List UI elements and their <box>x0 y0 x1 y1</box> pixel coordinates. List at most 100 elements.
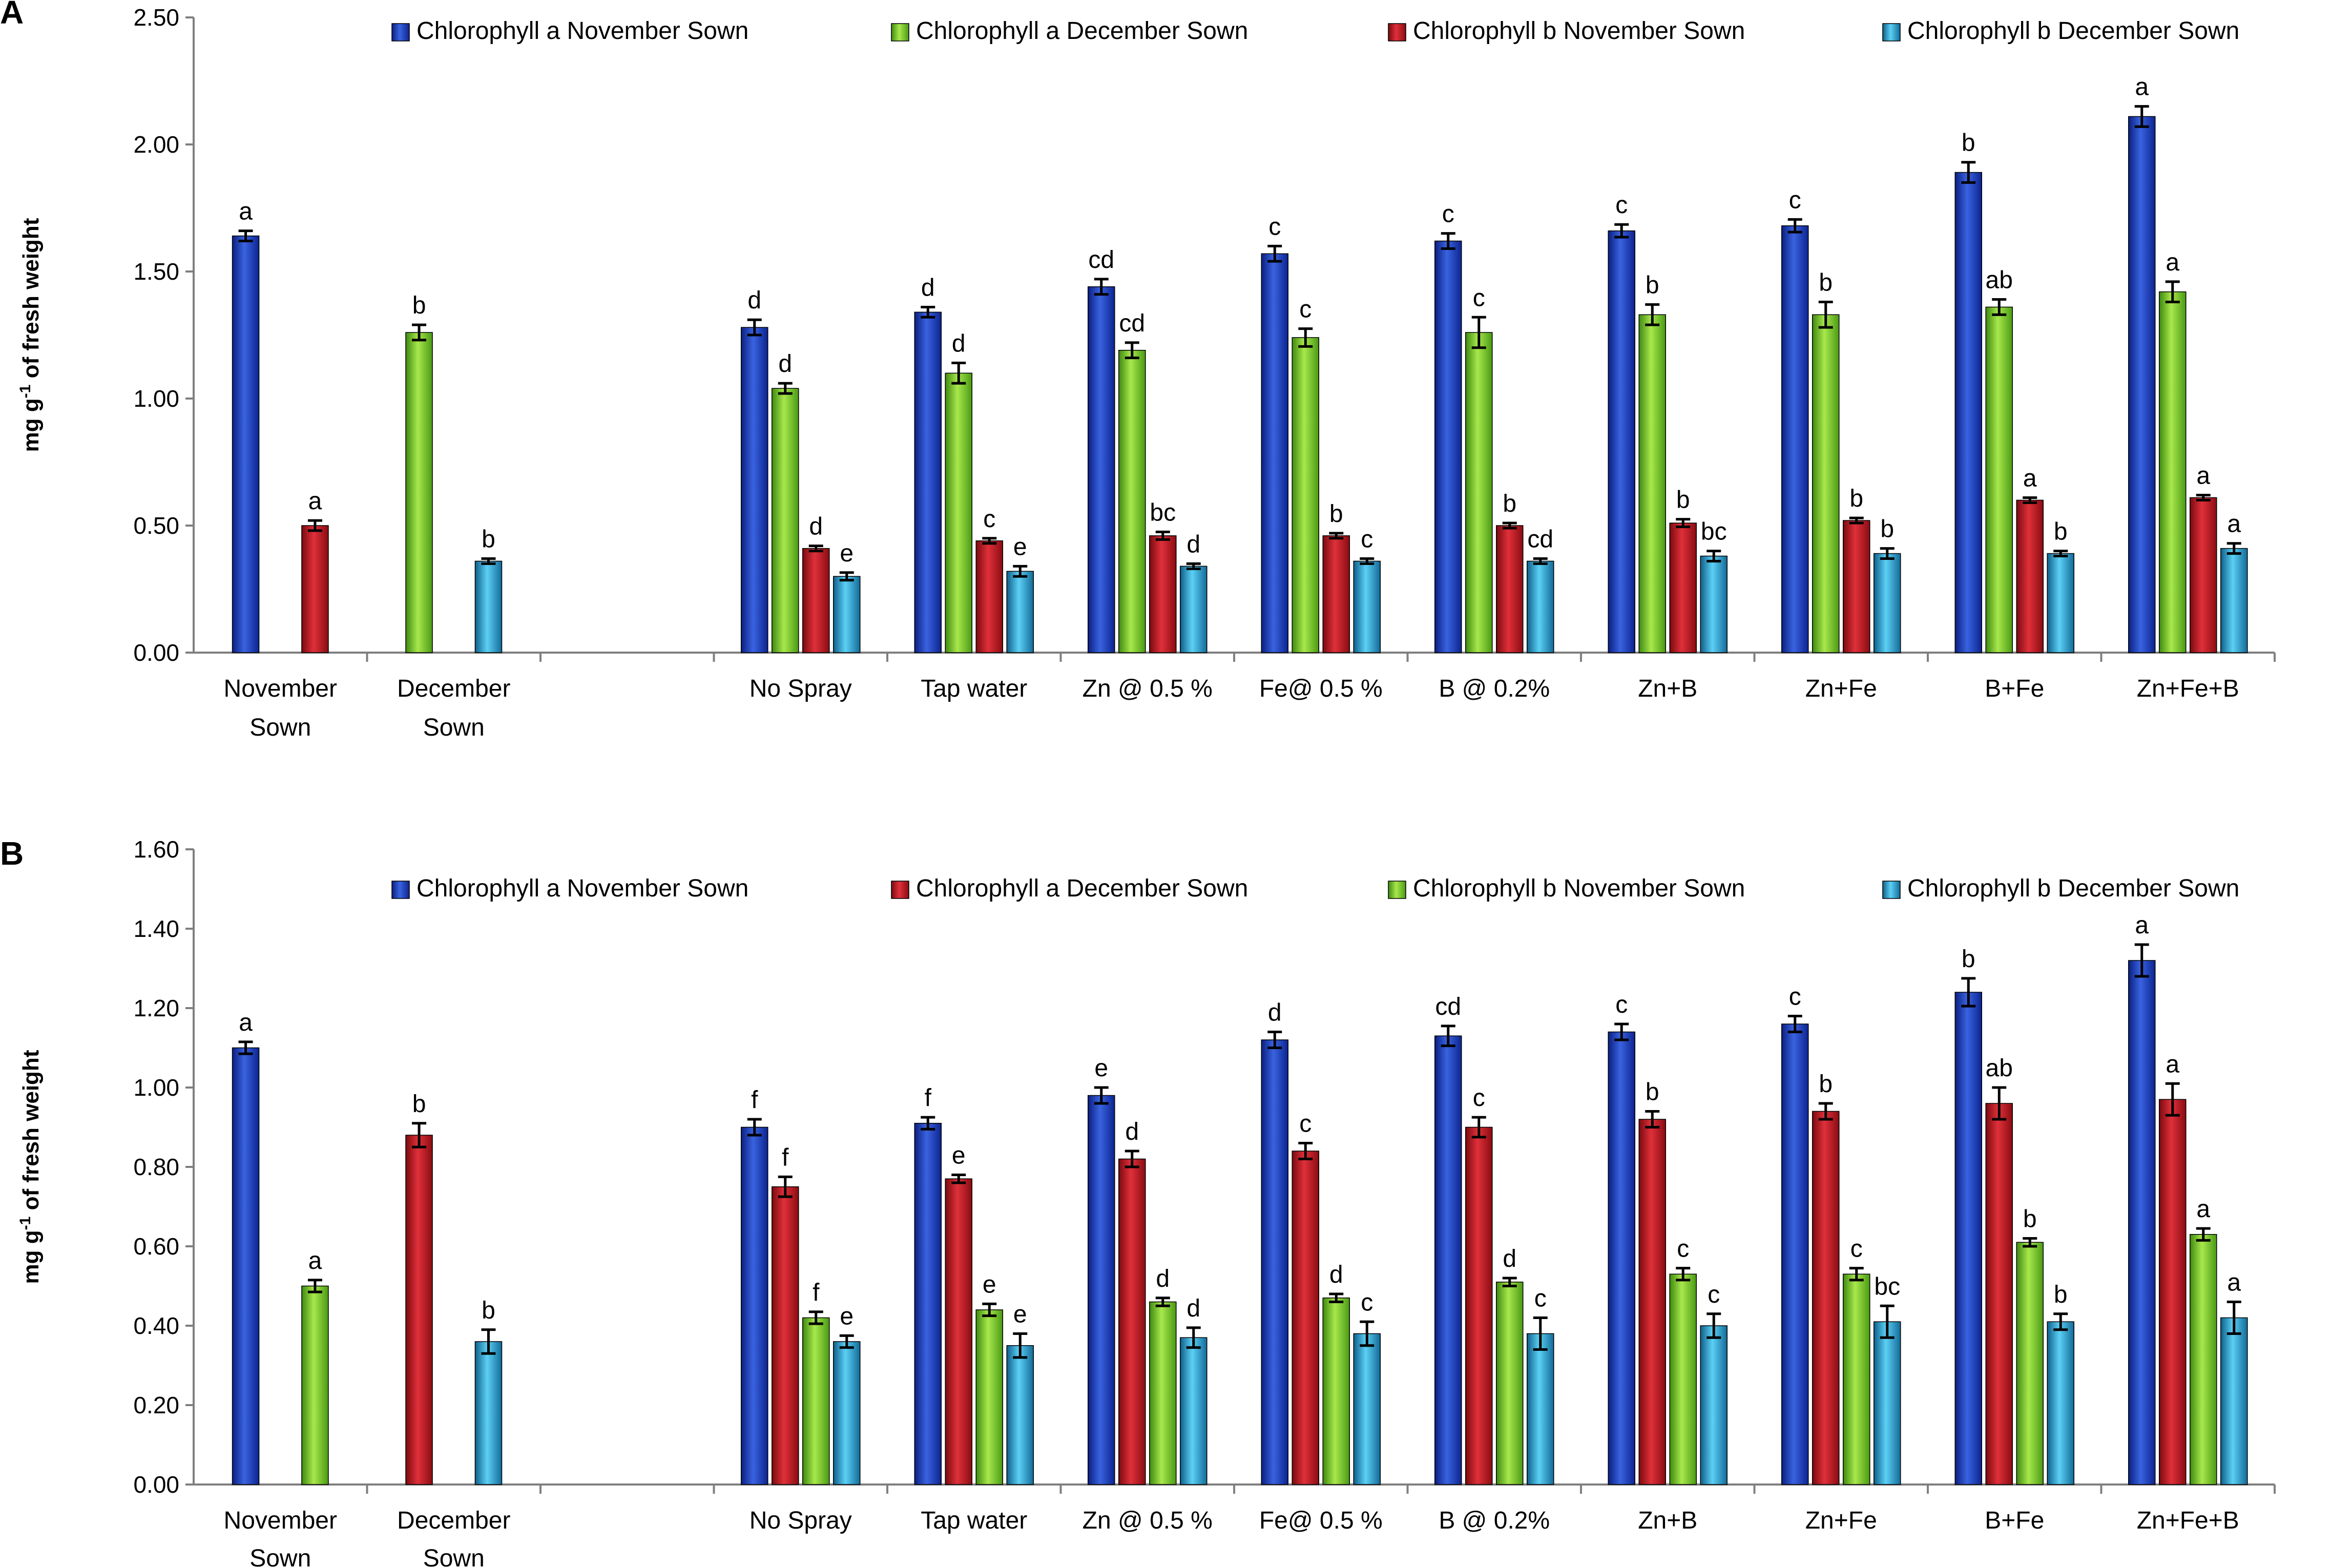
x-tick-label: December <box>397 675 510 702</box>
bar <box>1985 1103 2013 1485</box>
significance-label: c <box>983 506 995 533</box>
significance-label: a <box>2227 1269 2241 1297</box>
y-axis-title: mg g-1 of fresh weight <box>17 1050 44 1284</box>
bar <box>1496 525 1524 653</box>
x-tick-label: Zn+B <box>1638 1507 1697 1534</box>
bar <box>2016 499 2044 653</box>
significance-label: a <box>2227 511 2241 538</box>
significance-label: d <box>921 274 935 301</box>
significance-label: e <box>1013 533 1027 560</box>
significance-label: f <box>751 1086 758 1114</box>
bar <box>741 327 768 653</box>
legend-swatch <box>891 23 909 41</box>
bar <box>1149 535 1177 653</box>
bar <box>1527 1333 1554 1485</box>
x-tick-label: Zn+Fe+B <box>2137 1507 2239 1534</box>
significance-label: c <box>1615 991 1628 1018</box>
bar <box>1292 337 1319 653</box>
legend-label: Chlorophyll b November Sown <box>1413 875 1745 902</box>
significance-label: c <box>1789 984 1801 1011</box>
significance-label: b <box>1962 946 1975 973</box>
legend-label: Chlorophyll a December Sown <box>916 875 1248 902</box>
x-tick-label: Fe@ 0.5 % <box>1259 1507 1383 1534</box>
legend-swatch <box>1882 881 1901 899</box>
bar <box>2128 960 2156 1485</box>
bar <box>1434 240 1462 653</box>
significance-label: c <box>1708 1281 1720 1308</box>
bar <box>1608 230 1635 653</box>
x-tick-label: Zn @ 0.5 % <box>1083 1507 1213 1534</box>
significance-label: e <box>840 1303 854 1330</box>
x-tick-label: No Spray <box>750 1507 852 1534</box>
bar <box>1781 1023 1809 1485</box>
significance-label: a <box>239 1009 253 1036</box>
significance-label: e <box>983 1271 996 1298</box>
x-tick-label: B+Fe <box>1985 675 2044 702</box>
bar <box>2016 1242 2044 1485</box>
x-tick-label: Zn+Fe <box>1805 1507 1877 1534</box>
bar <box>1088 286 1115 653</box>
y-tick-label: 0.80 <box>133 1154 179 1180</box>
bar <box>1812 1111 1840 1485</box>
bar <box>1874 1321 1901 1485</box>
x-tick-label: Tap water <box>921 1507 1027 1534</box>
significance-label: a <box>239 198 253 225</box>
significance-label: d <box>1187 531 1200 558</box>
significance-label: b <box>1646 271 1659 299</box>
significance-label: c <box>1615 192 1628 219</box>
significance-label: f <box>925 1084 932 1112</box>
legend-label: Chlorophyll b December Sown <box>1907 17 2239 45</box>
bar <box>772 1186 799 1485</box>
significance-label: cd <box>1435 993 1461 1020</box>
significance-label: d <box>1268 999 1282 1027</box>
legend-label: Chlorophyll b November Sown <box>1413 17 1745 45</box>
bar <box>1261 1039 1288 1485</box>
significance-label: e <box>952 1142 966 1169</box>
significance-label: c <box>1677 1236 1689 1263</box>
bar <box>1006 1345 1034 1485</box>
x-tick-label: Sown <box>423 714 485 741</box>
significance-label: a <box>308 488 322 515</box>
significance-label: b <box>1962 130 1975 157</box>
significance-label: b <box>1676 487 1690 514</box>
x-tick-label: Sown <box>249 714 311 741</box>
significance-label: c <box>1473 1084 1485 1112</box>
bar <box>1954 172 1982 653</box>
y-tick-label: 1.00 <box>133 385 179 412</box>
bar <box>2047 1321 2074 1485</box>
bar <box>1322 535 1350 653</box>
bar <box>802 1317 830 1485</box>
significance-label: ab <box>1986 267 2013 294</box>
bar <box>1118 350 1146 653</box>
significance-label: d <box>809 513 823 540</box>
bar <box>2159 1099 2187 1485</box>
bar <box>1608 1031 1635 1485</box>
significance-label: a <box>2166 249 2179 276</box>
bar <box>474 560 503 653</box>
x-tick-label: No Spray <box>750 675 852 702</box>
significance-label: a <box>308 1247 322 1274</box>
panel-label: B <box>0 835 24 872</box>
bar <box>833 576 861 653</box>
bar <box>1874 553 1901 653</box>
bar <box>1088 1095 1115 1485</box>
significance-label: a <box>2196 1196 2210 1223</box>
bar <box>1353 1333 1381 1485</box>
legend-swatch <box>1388 881 1406 899</box>
significance-label: cd <box>1119 310 1145 337</box>
bar <box>772 388 799 653</box>
bar <box>405 332 433 653</box>
panel-b: B 0.00 0.20 0.40 0.60 0.80 1.00 1.20 1.40 1.60 mg … <box>0 835 2276 1568</box>
bar <box>1669 1273 1697 1485</box>
significance-label: f <box>813 1279 820 1306</box>
y-tick-label: 0.20 <box>133 1392 179 1418</box>
significance-label: d <box>1329 1261 1343 1288</box>
bar <box>1118 1158 1146 1485</box>
legend-label: Chlorophyll a November Sown <box>417 17 748 45</box>
significance-label: b <box>1819 269 1833 297</box>
significance-label: c <box>1361 1289 1373 1316</box>
x-tick-label: Zn+B <box>1638 675 1697 702</box>
legend-label: Chlorophyll a November Sown <box>417 875 748 902</box>
significance-label: cd <box>1088 246 1114 274</box>
